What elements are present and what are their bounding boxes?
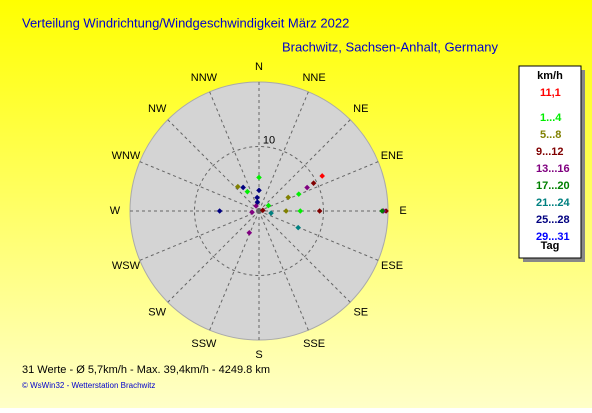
- data-point: [246, 230, 253, 236]
- data-point: [379, 208, 385, 214]
- data-point: [244, 188, 251, 195]
- legend-entry: 11,1: [540, 87, 561, 99]
- direction-label: SW: [148, 307, 166, 319]
- data-point: [319, 173, 325, 179]
- data-point: [235, 183, 241, 190]
- data-point: [240, 184, 246, 191]
- direction-label: NNE: [302, 72, 325, 84]
- data-point: [254, 199, 261, 205]
- data-point: [254, 194, 260, 201]
- legend-entry: 21...24: [536, 197, 571, 209]
- data-point: [260, 207, 266, 214]
- legend-entry: 13...16: [536, 163, 570, 175]
- legend-entry: 5...8: [540, 129, 561, 141]
- direction-label: WSW: [112, 260, 141, 272]
- footer: 31 Werte - Ø 5,7km/h - Max. 39,4km/h - 4…: [22, 364, 270, 376]
- data-point: [285, 194, 292, 201]
- direction-label: E: [399, 205, 406, 217]
- direction-label: ESE: [381, 260, 403, 272]
- legend-entry: 9...12: [536, 146, 564, 158]
- legend-entry: 29...31: [536, 231, 570, 243]
- legend-title: km/h: [537, 70, 563, 82]
- legend-entry: 17...20: [536, 180, 570, 192]
- data-point: [256, 187, 262, 194]
- direction-label: W: [110, 205, 121, 217]
- data-point: [283, 208, 289, 214]
- credit: © WsWin32 - Wetterstation Brachwitz: [22, 381, 155, 390]
- direction-label: NW: [148, 103, 167, 115]
- data-point: [216, 208, 223, 214]
- data-point: [310, 180, 317, 186]
- data-point: [316, 208, 323, 214]
- data-point: [249, 209, 255, 216]
- direction-label: ENE: [381, 150, 404, 162]
- direction-label: SE: [353, 307, 368, 319]
- direction-label: NE: [353, 103, 368, 115]
- data-point: [304, 184, 310, 191]
- legend-entry: 1...4: [540, 112, 562, 124]
- direction-label: S: [255, 349, 262, 361]
- grid-ring: [194, 146, 324, 276]
- data-point: [268, 210, 274, 216]
- chart-title: Verteilung Windrichtung/Windgeschwindigk…: [22, 15, 349, 30]
- legend-entry: 25...28: [536, 214, 570, 226]
- data-point: [265, 202, 272, 209]
- chart-subtitle: Brachwitz, Sachsen-Anhalt, Germany: [282, 39, 499, 54]
- direction-label: SSE: [303, 338, 325, 350]
- data-point: [295, 191, 302, 197]
- direction-label: SSW: [191, 338, 217, 350]
- data-point: [295, 224, 301, 231]
- legend: [518, 65, 582, 259]
- data-point: [256, 174, 262, 181]
- direction-label: NNW: [191, 72, 218, 84]
- r-tick-label: 10: [263, 134, 275, 146]
- direction-label: N: [255, 61, 263, 73]
- data-point: [297, 208, 304, 214]
- legend-footer: Tag: [541, 240, 560, 252]
- direction-label: WNW: [112, 150, 141, 162]
